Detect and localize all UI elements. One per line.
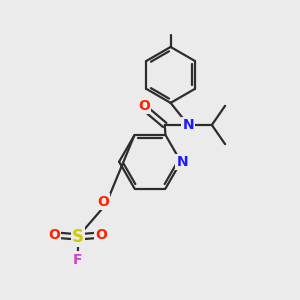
Text: F: F [73, 253, 83, 266]
Text: N: N [182, 118, 194, 132]
Text: S: S [72, 228, 84, 246]
Text: O: O [138, 99, 150, 113]
Text: O: O [95, 228, 107, 242]
Text: N: N [177, 155, 188, 169]
Text: O: O [48, 228, 60, 242]
Text: O: O [97, 194, 109, 208]
